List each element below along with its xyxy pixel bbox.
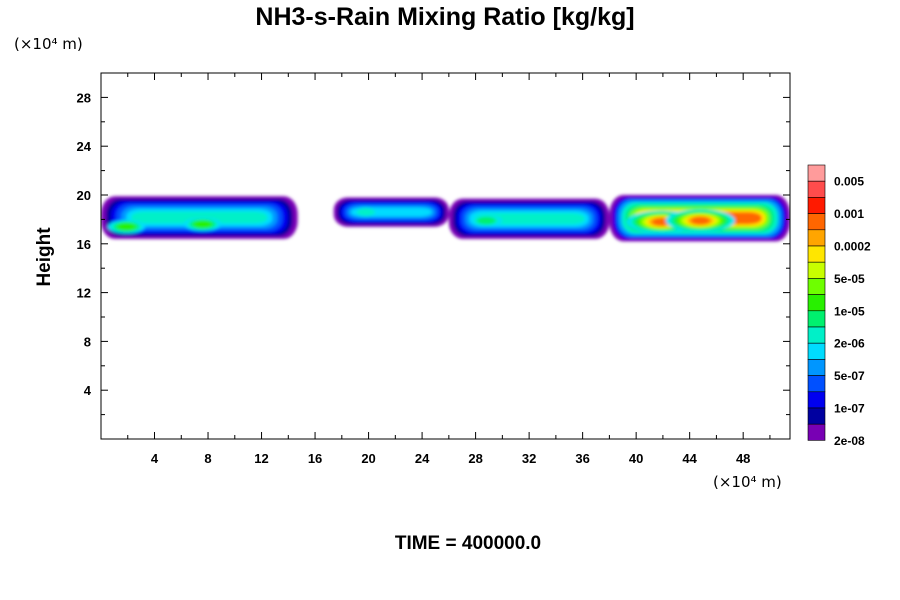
colorbar-label: 0.005 bbox=[834, 175, 864, 189]
x-tick-label: 44 bbox=[682, 451, 697, 466]
x-tick-label: 28 bbox=[468, 451, 482, 466]
hotspot-0-level-8 bbox=[117, 222, 136, 231]
x-tick-label: 24 bbox=[415, 451, 430, 466]
colorbar-cell bbox=[807, 294, 826, 312]
mixing-ratio-field bbox=[101, 195, 790, 242]
colorbar-cell bbox=[807, 180, 826, 198]
x-tick-label: 8 bbox=[204, 451, 211, 466]
time-label: TIME = 400000.0 bbox=[395, 533, 541, 554]
x-tick-label: 32 bbox=[522, 451, 536, 466]
x-tick-label: 36 bbox=[575, 451, 589, 466]
x-axis-unit: (×10⁴ m) bbox=[713, 473, 782, 491]
x-axis-ticks: 4 8 12 16 20 24 28 32 36 40 44 48 bbox=[127, 73, 771, 466]
colorbar-cell bbox=[807, 342, 826, 360]
field-band-0-level-6 bbox=[131, 211, 268, 224]
colorbar-label: 2e-08 bbox=[834, 434, 865, 448]
colorbar-cell bbox=[807, 326, 826, 344]
chart-title: NH3-s-Rain Mixing Ratio [kg/kg] bbox=[255, 3, 634, 31]
colorbar-label: 0.001 bbox=[834, 207, 864, 221]
y-axis-unit: (×10⁴ m) bbox=[14, 35, 83, 53]
colorbar-legend: 0.005 0.001 0.0002 5e-05 1e-05 2e-06 5e-07 1e-0… bbox=[807, 164, 871, 448]
x-tick-label: 16 bbox=[308, 451, 322, 466]
y-tick-label: 12 bbox=[77, 286, 91, 301]
y-axis-ticks: 4 8 12 16 20 24 28 bbox=[77, 90, 790, 416]
colorbar-cell bbox=[807, 197, 826, 214]
colorbar-cell bbox=[807, 164, 826, 182]
x-tick-label: 40 bbox=[629, 451, 643, 466]
hotspot-5-level-13 bbox=[691, 216, 710, 225]
colorbar-cell bbox=[807, 245, 826, 263]
x-tick-label: 20 bbox=[361, 451, 375, 466]
colorbar-cell bbox=[807, 278, 826, 295]
colorbar-cell bbox=[807, 375, 826, 393]
hotspot-1-level-8 bbox=[193, 220, 212, 229]
y-tick-label: 8 bbox=[84, 334, 91, 349]
y-tick-label: 28 bbox=[77, 90, 91, 105]
plot-frame bbox=[100, 72, 791, 440]
colorbar-cell bbox=[807, 213, 826, 231]
colorbar-label: 1e-07 bbox=[834, 402, 865, 416]
colorbar-label: 0.0002 bbox=[834, 240, 871, 254]
colorbar-label: 2e-06 bbox=[834, 337, 865, 351]
colorbar-cell bbox=[807, 310, 826, 328]
x-tick-label: 48 bbox=[736, 451, 750, 466]
colorbar-cell bbox=[807, 229, 826, 247]
colorbar-cell bbox=[807, 423, 826, 441]
colorbar-cell bbox=[807, 391, 826, 409]
y-tick-label: 20 bbox=[77, 188, 91, 203]
y-tick-label: 16 bbox=[77, 237, 91, 252]
colorbar-cell bbox=[807, 261, 826, 279]
colorbar-cell bbox=[807, 407, 826, 425]
colorbar-label: 1e-05 bbox=[834, 304, 865, 318]
colorbar-cell bbox=[807, 359, 826, 376]
y-tick-label: 4 bbox=[84, 383, 92, 398]
x-tick-label: 12 bbox=[254, 451, 268, 466]
x-tick-label: 4 bbox=[151, 451, 159, 466]
colorbar-label: 5e-05 bbox=[834, 272, 865, 286]
plot-background bbox=[101, 73, 790, 439]
colorbar-label: 5e-07 bbox=[834, 369, 865, 383]
hotspot-3-level-7 bbox=[477, 216, 496, 225]
y-axis-label: Height bbox=[34, 227, 55, 287]
y-tick-label: 24 bbox=[77, 139, 92, 154]
hotspot-2-level-6 bbox=[356, 208, 376, 216]
